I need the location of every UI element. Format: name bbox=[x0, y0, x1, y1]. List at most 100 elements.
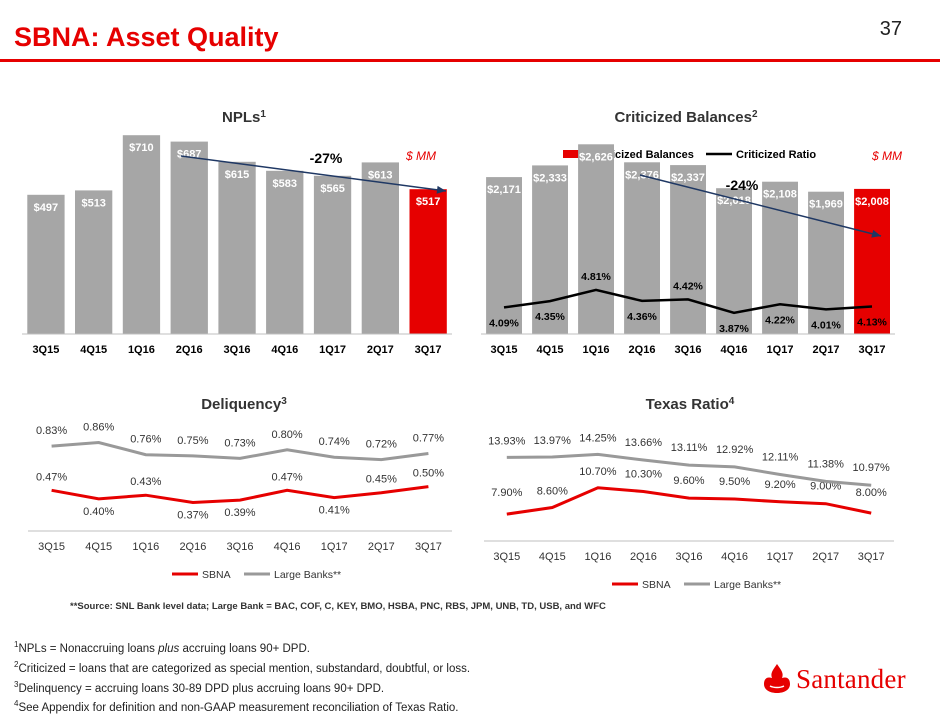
ratio-label: 4.36% bbox=[627, 311, 657, 323]
x-tick-label: 3Q15 bbox=[493, 551, 520, 563]
x-tick-label: 4Q15 bbox=[539, 551, 566, 563]
data-label: 0.77% bbox=[413, 433, 444, 445]
x-tick-label: 2Q17 bbox=[368, 541, 395, 553]
bar-3q16 bbox=[670, 165, 706, 334]
legend-swatch-criticized-balances bbox=[563, 150, 589, 158]
bar-value-label: $497 bbox=[34, 202, 58, 214]
texas-chart-title: Texas Ratio4 bbox=[646, 396, 735, 414]
bar-value-label: $2,171 bbox=[487, 184, 521, 196]
delinquency-series-line-1 bbox=[51, 440, 429, 462]
bar-2q17 bbox=[808, 191, 844, 334]
x-tick-label: 4Q16 bbox=[721, 344, 748, 356]
x-tick-label: 4Q15 bbox=[80, 344, 107, 356]
logo-text: Santander bbox=[796, 664, 906, 694]
bar-1q16 bbox=[122, 135, 161, 334]
legend-label-large-banks: Large Banks** bbox=[274, 569, 341, 581]
criticized-unit-note: $ MM bbox=[871, 149, 902, 163]
data-label: 13.11% bbox=[671, 442, 708, 454]
legend-label-sbna: SBNA bbox=[202, 569, 231, 581]
data-label: 10.70% bbox=[579, 466, 617, 478]
data-label: 0.41% bbox=[319, 505, 350, 517]
bar-4q16 bbox=[266, 170, 304, 334]
ratio-label: 4.01% bbox=[811, 319, 841, 331]
legend-label-large-banks: Large Banks** bbox=[714, 579, 781, 591]
bar-1q17 bbox=[313, 175, 352, 334]
x-tick-label: 1Q17 bbox=[767, 551, 794, 563]
data-label: 0.50% bbox=[413, 468, 444, 480]
x-tick-label: 2Q17 bbox=[813, 344, 840, 356]
x-tick-label: 2Q17 bbox=[812, 551, 839, 563]
x-tick-label: 3Q15 bbox=[491, 344, 518, 356]
bar-value-label: $2,108 bbox=[763, 189, 797, 201]
data-label: 0.40% bbox=[83, 506, 114, 518]
texas-series-line-1 bbox=[506, 452, 872, 487]
data-label: 0.74% bbox=[319, 436, 350, 448]
delinquency-chart-title: Deliquency3 bbox=[201, 396, 287, 414]
bar-3q17 bbox=[854, 188, 890, 334]
bar-3q17 bbox=[409, 189, 447, 334]
data-label: 13.66% bbox=[625, 437, 663, 449]
x-tick-label: 2Q16 bbox=[179, 541, 206, 553]
bar-1q16 bbox=[578, 144, 614, 334]
x-tick-label: 1Q16 bbox=[584, 551, 611, 563]
data-label: 7.90% bbox=[491, 487, 522, 499]
legend-label-sbna: SBNA bbox=[642, 579, 671, 591]
bar-2q16 bbox=[170, 141, 208, 334]
npls-trend-arrow bbox=[180, 155, 447, 192]
bar-value-label: $615 bbox=[225, 169, 249, 181]
footnotes: 1NPLs = Nonaccruing loans plus accruing … bbox=[14, 637, 470, 716]
bar-value-label: $710 bbox=[129, 142, 153, 154]
data-label: 0.72% bbox=[366, 439, 397, 451]
data-label: 9.60% bbox=[673, 475, 704, 487]
legend-label-criticized-ratio: Criticized Ratio bbox=[736, 149, 816, 161]
x-tick-label: 1Q16 bbox=[132, 541, 159, 553]
data-label: 9.00% bbox=[810, 481, 841, 493]
bar-1q17 bbox=[762, 181, 798, 334]
x-tick-label: 1Q16 bbox=[583, 344, 610, 356]
bar-value-label: $613 bbox=[368, 169, 392, 181]
data-label: 12.92% bbox=[716, 444, 754, 456]
criticized-ratio-line bbox=[503, 288, 873, 315]
bar-value-label: $2,008 bbox=[855, 196, 889, 208]
criticized-trend-arrow-head bbox=[871, 229, 881, 238]
x-tick-label: 4Q16 bbox=[274, 541, 301, 553]
x-tick-label: 1Q17 bbox=[319, 344, 346, 356]
delinquency-series-line-0 bbox=[51, 485, 429, 505]
data-label: 8.00% bbox=[856, 487, 887, 499]
legend-label-criticized-balances: Criticized Balances bbox=[593, 149, 694, 161]
ratio-label: 4.22% bbox=[765, 314, 795, 326]
x-tick-label: 3Q15 bbox=[32, 344, 59, 356]
ratio-label: 4.42% bbox=[673, 280, 703, 292]
data-label: 0.39% bbox=[224, 507, 255, 519]
bar-value-label: $583 bbox=[273, 178, 297, 190]
footnote-3: 3Delinquency = accruing loans 30-89 DPD … bbox=[14, 679, 385, 695]
data-label: 0.86% bbox=[83, 422, 114, 434]
bar-value-label: $513 bbox=[81, 197, 105, 209]
data-label: 0.75% bbox=[177, 435, 208, 447]
data-label: 13.97% bbox=[534, 435, 572, 447]
bar-4q15 bbox=[532, 165, 568, 334]
x-tick-label: 4Q16 bbox=[721, 551, 748, 563]
bar-value-label: $2,626 bbox=[579, 151, 613, 163]
data-label: 0.73% bbox=[224, 437, 255, 449]
data-label: 0.37% bbox=[177, 510, 208, 522]
data-label: 0.76% bbox=[130, 434, 161, 446]
data-label: 10.97% bbox=[853, 462, 891, 474]
x-tick-label: 3Q16 bbox=[224, 344, 251, 356]
criticized-trend-label: -24% bbox=[726, 177, 759, 193]
bar-value-label: $2,333 bbox=[533, 172, 567, 184]
npls-unit-note: $ MM bbox=[405, 149, 436, 163]
bar-value-label: $2,018 bbox=[717, 195, 751, 207]
data-label: 10.30% bbox=[625, 469, 663, 481]
data-label: 8.60% bbox=[537, 486, 568, 498]
npls-chart-title: NPLs1 bbox=[222, 109, 266, 127]
ratio-label: 4.09% bbox=[489, 317, 519, 329]
footnote-4: 4See Appendix for definition and non-GAA… bbox=[14, 699, 459, 715]
x-tick-label: 2Q16 bbox=[176, 344, 203, 356]
data-label: 0.43% bbox=[130, 476, 161, 488]
santander-logo: Santander bbox=[760, 660, 930, 696]
criticized-trend-arrow bbox=[639, 174, 882, 237]
bar-3q16 bbox=[218, 161, 256, 334]
data-label: 13.93% bbox=[488, 435, 526, 447]
x-tick-label: 3Q16 bbox=[675, 344, 702, 356]
